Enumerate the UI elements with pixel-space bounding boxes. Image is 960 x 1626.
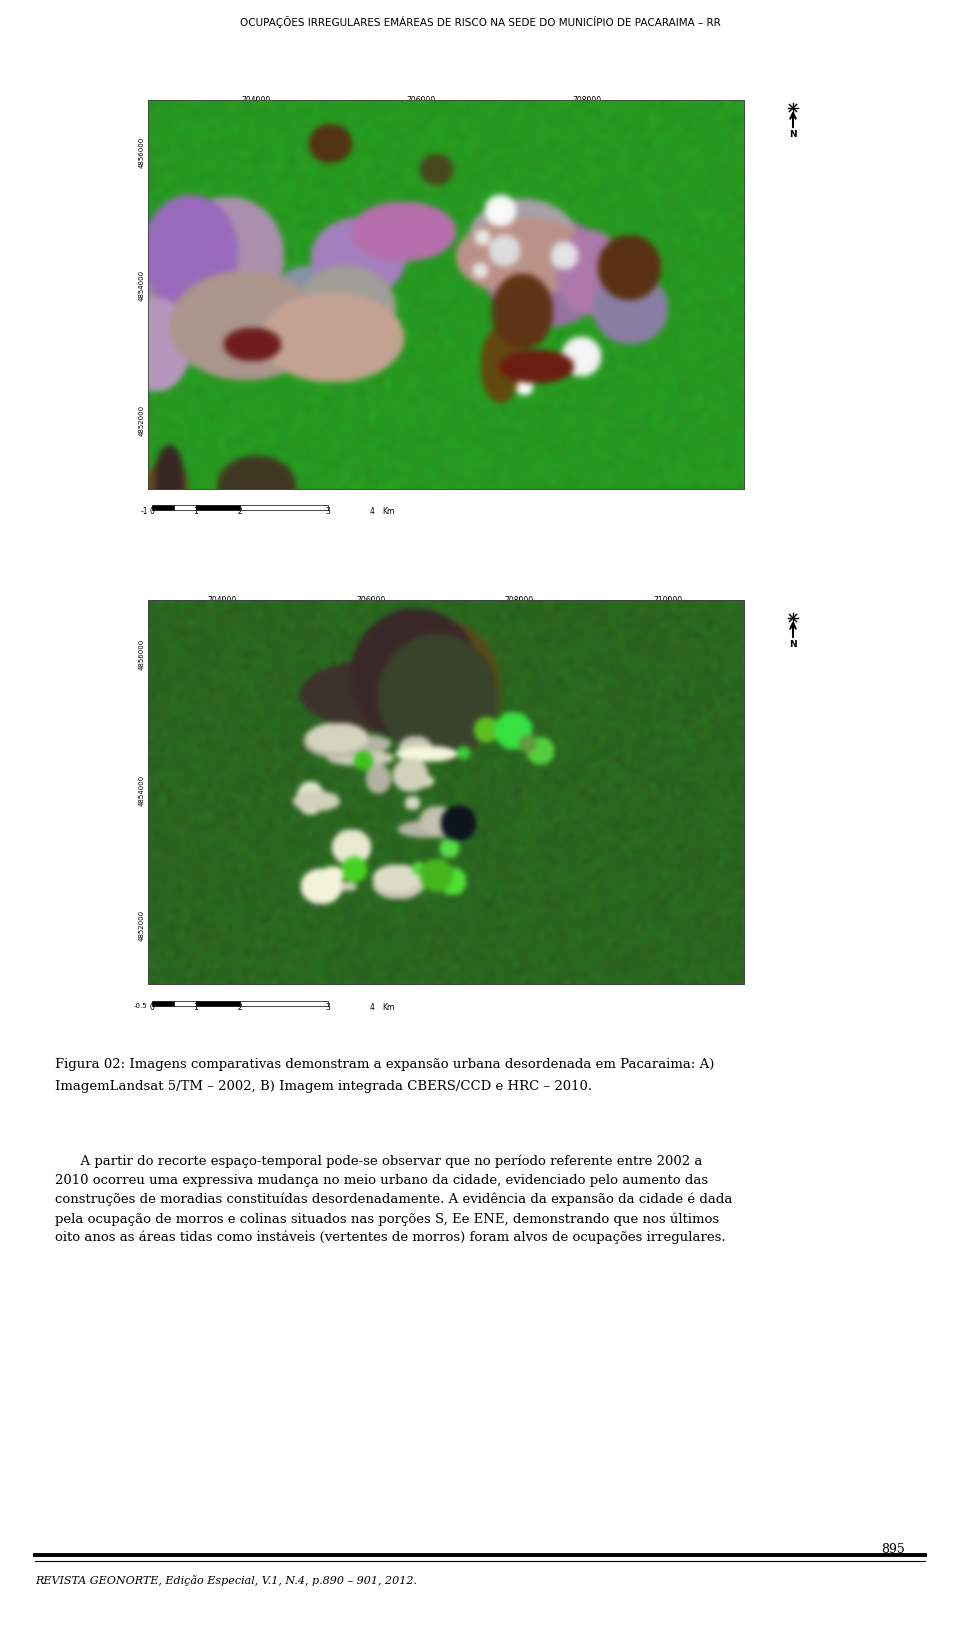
Text: 4856000: 4856000: [139, 137, 145, 167]
Text: 3: 3: [325, 507, 330, 515]
Text: 4854000: 4854000: [139, 774, 145, 805]
Text: A: A: [161, 454, 175, 472]
Text: 4852000: 4852000: [139, 909, 145, 940]
Text: N: N: [789, 641, 797, 649]
Text: 4854000: 4854000: [139, 270, 145, 301]
Text: Figura 02: Imagens comparativas demonstram a expansão urbana desordenada em Paca: Figura 02: Imagens comparativas demonstr…: [55, 1059, 714, 1072]
Text: 3: 3: [325, 1003, 330, 1011]
Bar: [174, 506, 196, 511]
Bar: [240, 1002, 328, 1006]
Text: 1: 1: [194, 1003, 199, 1011]
Text: N: N: [789, 130, 797, 138]
Text: 895: 895: [881, 1543, 905, 1556]
Text: construções de moradias constituídas desordenadamente. A evidência da expansão d: construções de moradias constituídas des…: [55, 1193, 732, 1206]
Bar: [174, 1002, 196, 1006]
Text: 2: 2: [238, 507, 242, 515]
Text: 710000: 710000: [654, 597, 683, 605]
Text: Km: Km: [382, 1003, 395, 1011]
Bar: [196, 1002, 240, 1006]
Text: 2: 2: [238, 1003, 242, 1011]
Text: OCUPAÇÕES IRREGULARES EMÁREAS DE RISCO NA SEDE DO MUNICÍPIO DE PACARAIMA – RR: OCUPAÇÕES IRREGULARES EMÁREAS DE RISCO N…: [240, 16, 720, 28]
Bar: [152, 506, 174, 511]
Bar: [240, 506, 328, 511]
Text: 708000: 708000: [572, 96, 602, 106]
Text: -0.5: -0.5: [133, 1003, 147, 1010]
Bar: [196, 506, 240, 511]
Text: 4: 4: [370, 507, 374, 515]
Text: 704000: 704000: [241, 96, 271, 106]
Text: 1: 1: [194, 507, 199, 515]
Text: ImagemLandsat 5/TM – 2002, B) Imagem integrada CBERS/CCD e HRC – 2010.: ImagemLandsat 5/TM – 2002, B) Imagem int…: [55, 1080, 592, 1093]
Text: Km: Km: [382, 507, 395, 515]
Text: REVISTA GEONORTE, Edição Especial, V.1, N.4, p.890 – 901, 2012.: REVISTA GEONORTE, Edição Especial, V.1, …: [35, 1576, 417, 1585]
Text: B: B: [160, 951, 176, 969]
Text: oito anos as áreas tidas como instáveis (vertentes de morros) foram alvos de ocu: oito anos as áreas tidas como instáveis …: [55, 1231, 726, 1244]
Text: -1: -1: [140, 507, 148, 515]
Bar: [152, 1002, 174, 1006]
Circle shape: [155, 449, 181, 475]
Text: 4856000: 4856000: [139, 639, 145, 670]
Text: 704000: 704000: [207, 597, 236, 605]
Text: 4852000: 4852000: [139, 405, 145, 436]
Text: 4: 4: [370, 1003, 374, 1011]
Circle shape: [155, 946, 181, 972]
Text: 0: 0: [150, 507, 155, 515]
Text: pela ocupação de morros e colinas situados nas porções S, Ee ENE, demonstrando q: pela ocupação de morros e colinas situad…: [55, 1211, 719, 1226]
Text: 706000: 706000: [356, 597, 386, 605]
Text: A partir do recorte espaço-temporal pode-se observar que no período referente en: A partir do recorte espaço-temporal pode…: [55, 1154, 703, 1169]
Text: 708000: 708000: [504, 597, 534, 605]
Text: 2010 ocorreu uma expressiva mudança no meio urbano da cidade, evidenciado pelo a: 2010 ocorreu uma expressiva mudança no m…: [55, 1174, 708, 1187]
Text: 0: 0: [150, 1003, 155, 1011]
Text: 706000: 706000: [406, 96, 436, 106]
